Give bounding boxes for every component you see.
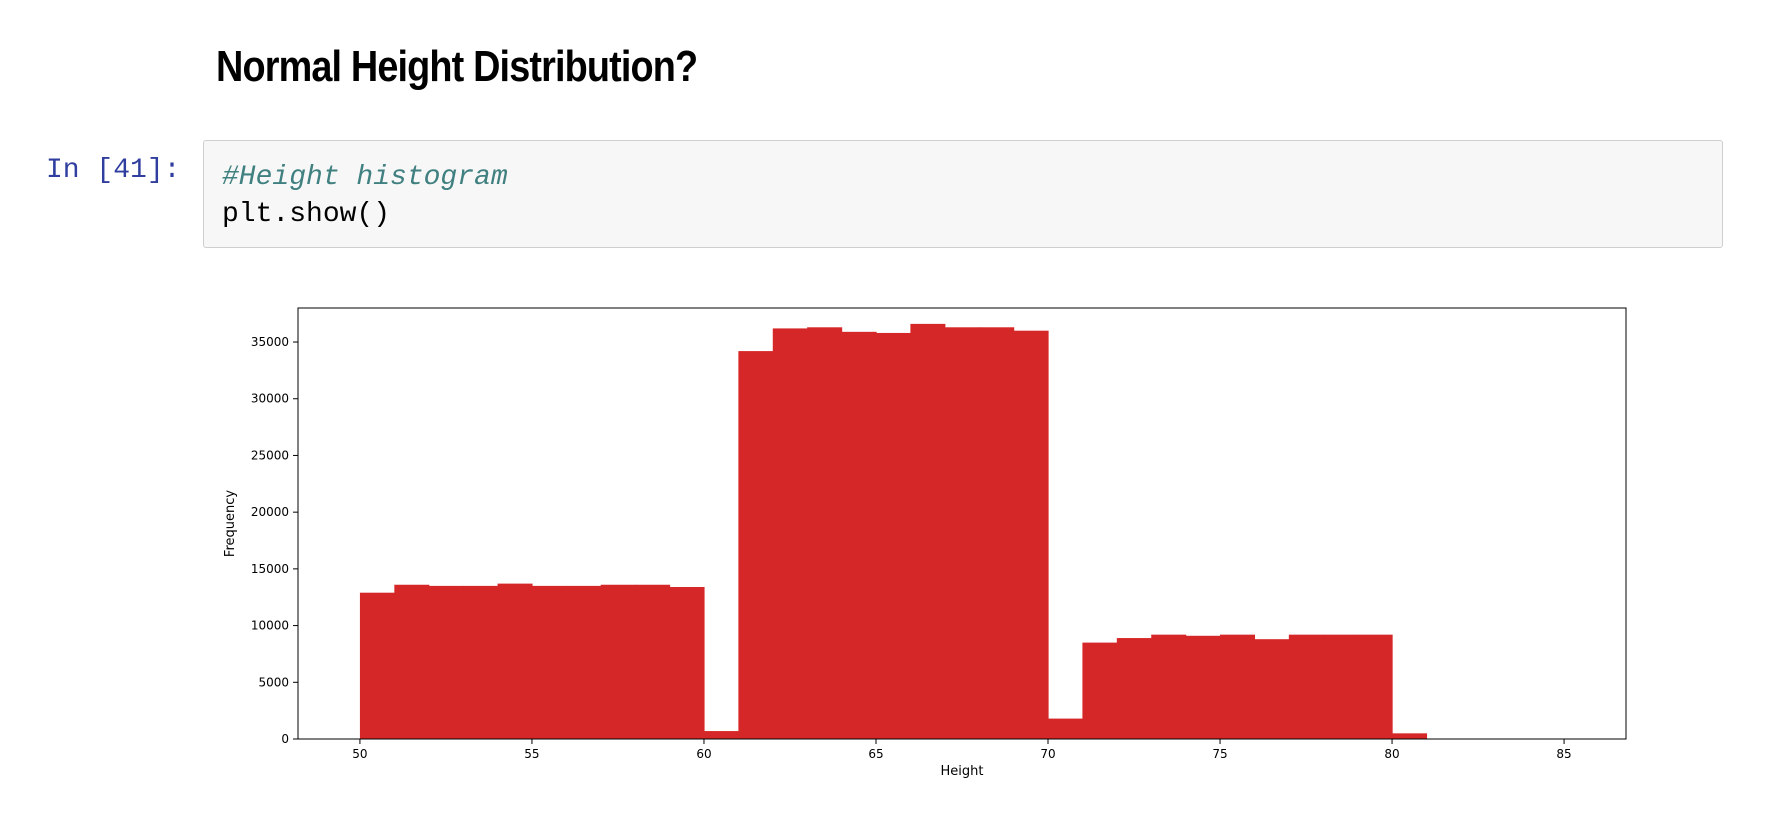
plot-frame [297, 307, 1627, 740]
histogram-bar [428, 585, 464, 739]
y-tick-label: 10000 [251, 619, 289, 633]
histogram-bar [841, 331, 877, 739]
histogram-bar [1151, 634, 1187, 739]
histogram-bar [497, 583, 533, 739]
histogram-bar [703, 731, 739, 739]
histogram-bar [669, 587, 705, 739]
x-tick-label: 60 [696, 747, 711, 761]
histogram-bar [807, 327, 843, 739]
x-tick-label: 75 [1212, 747, 1227, 761]
histogram-bar [910, 323, 946, 739]
code-statement-line: plt.show() [222, 199, 391, 230]
x-tick-label: 65 [868, 747, 883, 761]
x-tick-label: 50 [352, 747, 367, 761]
histogram-bar [463, 585, 499, 739]
histogram-chart: 50 55 60 65 70 75 80 85 0 5000 10000 15000 20000 2500… [223, 307, 1627, 779]
x-tick-label: 80 [1384, 747, 1399, 761]
histogram-bar [979, 327, 1015, 739]
x-tick-label: 55 [524, 747, 539, 761]
histogram-bar [944, 327, 980, 739]
histogram-bar [1013, 330, 1049, 739]
histogram-bar [566, 585, 602, 739]
x-axis-label: Height [941, 764, 984, 779]
histogram-bar [1082, 642, 1118, 739]
histogram-bar [394, 584, 430, 739]
histogram-bar [1220, 634, 1256, 739]
histogram-bar [635, 584, 671, 739]
input-prompt: In [41]: [46, 155, 181, 186]
histogram-bar [738, 351, 774, 739]
y-axis-label: Frequency [223, 490, 238, 557]
histogram-bar [1323, 634, 1359, 739]
histogram-bar [772, 328, 808, 739]
y-tick-label: 20000 [251, 505, 289, 519]
code-cell-editor[interactable]: #Height histogram plt.show() [203, 140, 1723, 248]
histogram-bar [1116, 638, 1152, 739]
y-tick-label: 30000 [251, 392, 289, 406]
histogram-bar [531, 585, 567, 739]
y-tick-label: 25000 [251, 448, 289, 462]
y-tick-label: 35000 [251, 335, 289, 349]
markdown-heading: Normal Height Distribution? [216, 42, 698, 91]
x-tick-label: 85 [1556, 747, 1571, 761]
histogram-bar [1048, 718, 1084, 739]
cell-output-area: 50 55 60 65 70 75 80 85 0 5000 10000 15000 20000 2500… [216, 290, 1646, 790]
y-tick-label: 5000 [258, 675, 289, 689]
histogram-bar [1392, 733, 1428, 739]
histogram-bar [1288, 634, 1324, 739]
y-tick-label: 0 [281, 732, 289, 746]
histogram-bar [875, 332, 911, 739]
histogram-bar [359, 592, 395, 739]
histogram-bar [1185, 635, 1221, 739]
x-tick-label: 70 [1040, 747, 1055, 761]
code-comment-line: #Height histogram [222, 162, 508, 193]
histogram-bar [600, 584, 636, 739]
y-tick-label: 15000 [251, 562, 289, 576]
histogram-bar [1254, 639, 1290, 739]
histogram-bar [1357, 634, 1393, 739]
